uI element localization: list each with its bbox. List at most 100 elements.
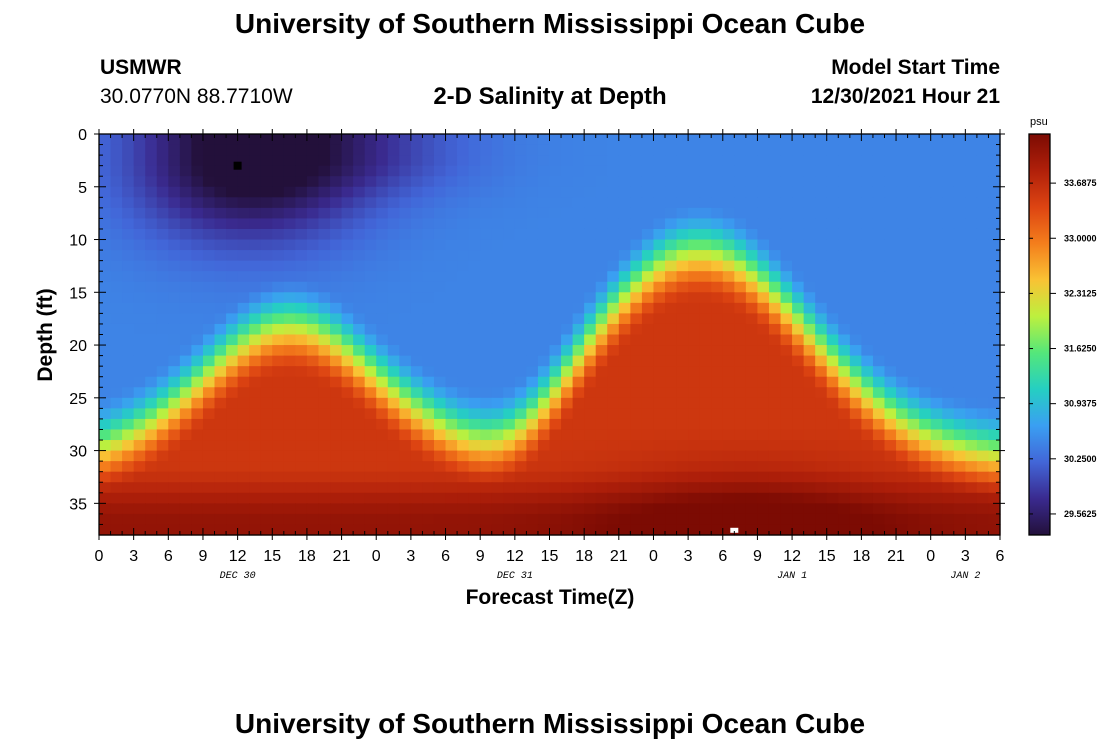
heatmap-cell bbox=[526, 323, 539, 336]
heatmap-cell bbox=[202, 397, 216, 409]
heatmap-cell bbox=[838, 260, 851, 272]
heatmap-cell bbox=[410, 366, 424, 378]
heatmap-cell bbox=[503, 503, 516, 515]
heatmap-cell bbox=[318, 429, 331, 441]
heatmap-cell bbox=[399, 239, 412, 251]
heatmap-cell bbox=[561, 387, 574, 399]
heatmap-cell bbox=[722, 513, 735, 526]
heatmap-cell bbox=[249, 492, 262, 504]
heatmap-cell bbox=[99, 207, 112, 220]
heatmap-cell bbox=[133, 418, 146, 431]
heatmap-cell bbox=[364, 144, 377, 156]
heatmap-cell bbox=[815, 397, 828, 409]
heatmap-cell bbox=[584, 228, 597, 241]
heatmap-cell bbox=[942, 292, 955, 304]
heatmap-cell bbox=[295, 440, 308, 452]
heatmap-cell bbox=[561, 207, 574, 220]
heatmap-cell bbox=[249, 323, 262, 336]
heatmap-cell bbox=[480, 144, 493, 156]
heatmap-cell bbox=[341, 144, 354, 156]
heatmap-cell bbox=[202, 302, 216, 314]
heatmap-cell bbox=[896, 334, 909, 346]
heatmap-cell bbox=[514, 418, 527, 431]
heatmap-cell bbox=[930, 207, 943, 220]
heatmap-cell bbox=[295, 250, 308, 262]
heatmap-cell bbox=[884, 345, 897, 357]
heatmap-cell bbox=[122, 218, 135, 230]
heatmap-cell bbox=[768, 450, 782, 462]
heatmap-cell bbox=[526, 271, 539, 283]
heatmap-cell bbox=[711, 165, 724, 177]
heatmap-cell bbox=[457, 197, 470, 209]
heatmap-cell bbox=[237, 271, 250, 283]
heatmap-cell bbox=[514, 492, 527, 504]
heatmap-cell bbox=[907, 376, 920, 388]
heatmap-cell bbox=[179, 397, 193, 409]
heatmap-cell bbox=[341, 397, 354, 409]
heatmap-cell bbox=[306, 323, 320, 336]
heatmap-cell bbox=[226, 450, 239, 462]
heatmap-cell bbox=[630, 197, 643, 209]
heatmap-cell bbox=[133, 492, 146, 504]
heatmap-cell bbox=[537, 218, 551, 230]
heatmap-cell bbox=[330, 524, 343, 536]
heatmap-cell bbox=[572, 461, 585, 473]
heatmap-cell bbox=[688, 387, 701, 399]
heatmap-cell bbox=[976, 271, 990, 283]
heatmap-cell bbox=[433, 271, 447, 283]
heatmap-cell bbox=[584, 471, 597, 483]
heatmap-cell bbox=[110, 524, 123, 536]
heatmap-cell bbox=[514, 524, 527, 536]
heatmap-cell bbox=[561, 250, 574, 262]
heatmap-cell bbox=[584, 366, 597, 378]
heatmap-cell bbox=[792, 313, 805, 325]
heatmap-cell bbox=[965, 440, 978, 452]
heatmap-cell bbox=[722, 376, 735, 388]
heatmap-cell bbox=[953, 165, 966, 177]
heatmap-cell bbox=[780, 355, 793, 367]
heatmap-cell bbox=[226, 323, 239, 336]
heatmap-cell bbox=[561, 144, 574, 156]
heatmap-cell bbox=[468, 134, 481, 146]
heatmap-cell bbox=[872, 503, 886, 515]
heatmap-cell bbox=[191, 155, 204, 167]
heatmap-cell bbox=[226, 176, 239, 188]
heatmap-cell bbox=[838, 239, 851, 251]
heatmap-cell bbox=[665, 207, 678, 220]
heatmap-cell bbox=[826, 228, 839, 241]
heatmap-cell bbox=[364, 207, 377, 220]
heatmap-cell bbox=[872, 450, 886, 462]
heatmap-cell bbox=[491, 134, 504, 146]
heatmap-cell bbox=[272, 155, 285, 167]
heatmap-cell bbox=[942, 450, 955, 462]
heatmap-cell bbox=[179, 376, 193, 388]
heatmap-cell bbox=[330, 482, 343, 494]
heatmap-cell bbox=[249, 366, 262, 378]
heatmap-cell bbox=[688, 461, 701, 473]
heatmap-cell bbox=[630, 334, 643, 346]
heatmap-cell bbox=[480, 461, 493, 473]
heatmap-cell bbox=[792, 144, 805, 156]
heatmap-cell bbox=[202, 482, 216, 494]
heatmap-cell bbox=[330, 207, 343, 220]
heatmap-cell bbox=[168, 524, 181, 536]
heatmap-cell bbox=[734, 271, 747, 283]
heatmap-cell bbox=[422, 376, 435, 388]
heatmap-cell bbox=[815, 524, 828, 536]
heatmap-cell bbox=[572, 397, 585, 409]
heatmap-cell bbox=[433, 471, 447, 483]
heatmap-cell bbox=[976, 345, 990, 357]
heatmap-cell bbox=[653, 513, 666, 526]
heatmap-cell bbox=[445, 492, 458, 504]
heatmap-cell bbox=[376, 271, 389, 283]
heatmap-cell bbox=[607, 197, 620, 209]
heatmap-cell bbox=[792, 176, 805, 188]
heatmap-cell bbox=[930, 144, 943, 156]
heatmap-cell bbox=[768, 176, 782, 188]
heatmap-cell bbox=[214, 323, 227, 336]
heatmap-cell bbox=[514, 387, 527, 399]
heatmap-cell bbox=[919, 271, 932, 283]
heatmap-cell bbox=[214, 440, 227, 452]
heatmap-cell bbox=[295, 207, 308, 220]
heatmap-cell bbox=[422, 218, 435, 230]
